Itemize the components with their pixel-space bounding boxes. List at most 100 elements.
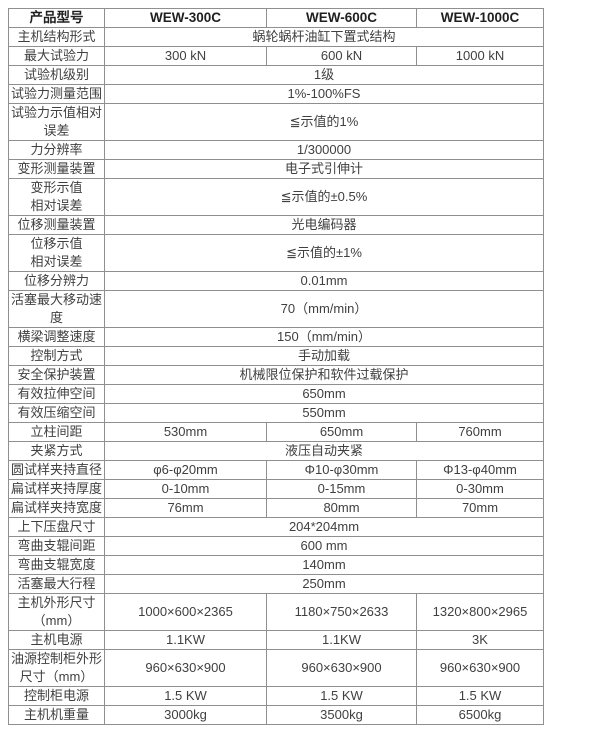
spec-value-merged: 手动加载 [104, 346, 544, 366]
spec-row-label: 最大试验力 [8, 46, 105, 66]
spec-row: 扁试样夹持厚度 0-10mm 0-15mm 0-30mm [8, 479, 544, 499]
spec-value-cell: 1.5 KW [266, 686, 417, 706]
spec-value-cell: 80mm [266, 498, 417, 518]
spec-value-cell: Φ10-φ30mm [266, 460, 417, 480]
spec-row: 弯曲支辊宽度 140mm [8, 555, 544, 575]
spec-value-cell: 1.5 KW [416, 686, 544, 706]
spec-row-label: 主机结构形式 [8, 27, 105, 47]
spec-value-cell: 960×630×900 [266, 649, 417, 687]
spec-row: 上下压盘尺寸 204*204mm [8, 517, 544, 537]
header-model-col-1: WEW-300C [104, 8, 267, 28]
spec-row: 试验力示值相对 误差 ≦示值的1% [8, 103, 544, 141]
spec-value-merged: ≦示值的±0.5% [104, 178, 544, 216]
spec-value-cell: 70mm [416, 498, 544, 518]
spec-row: 位移测量装置 光电编码器 [8, 215, 544, 235]
spec-row-label: 位移测量装置 [8, 215, 105, 235]
spec-value-cell: 960×630×900 [416, 649, 544, 687]
spec-value-cell: 530mm [104, 422, 267, 442]
spec-row-label: 圆试样夹持直径 [8, 460, 105, 480]
spec-value-cell: 0-30mm [416, 479, 544, 499]
spec-value-cell: 1.1KW [266, 630, 417, 650]
spec-row: 力分辨率 1/300000 [8, 140, 544, 160]
spec-row: 主机结构形式 蜗轮蜗杆油缸下置式结构 [8, 27, 544, 47]
spec-value-merged: 650mm [104, 384, 544, 404]
spec-value-merged: 光电编码器 [104, 215, 544, 235]
spec-row-label: 控制柜电源 [8, 686, 105, 706]
spec-value-merged: 1级 [104, 65, 544, 85]
spec-value-cell: 3500kg [266, 705, 417, 725]
spec-row-label: 立柱间距 [8, 422, 105, 442]
spec-row-label: 有效压缩空间 [8, 403, 105, 423]
spec-row-label: 油源控制柜外形 尺寸（mm） [8, 649, 105, 687]
spec-value-cell: 0-10mm [104, 479, 267, 499]
spec-row: 最大试验力 300 kN 600 kN 1000 kN [8, 46, 544, 66]
spec-value-cell: 1000 kN [416, 46, 544, 66]
spec-row: 试验机级别 1级 [8, 65, 544, 85]
product-spec-table: 产品型号 WEW-300C WEW-600C WEW-1000C 主机结构形式 蜗轮蜗杆… [8, 8, 544, 725]
spec-row: 活塞最大行程 250mm [8, 574, 544, 594]
spec-row-label: 试验力示值相对 误差 [8, 103, 105, 141]
spec-row-label: 试验机级别 [8, 65, 105, 85]
header-model-col-3: WEW-1000C [416, 8, 544, 28]
spec-table-body: 主机结构形式 蜗轮蜗杆油缸下置式结构 最大试验力 300 kN 600 kN 1000 k… [8, 27, 544, 725]
spec-row-label: 主机电源 [8, 630, 105, 650]
spec-value-merged: 1/300000 [104, 140, 544, 160]
spec-row: 控制方式 手动加载 [8, 346, 544, 366]
spec-value-cell: 3K [416, 630, 544, 650]
spec-row: 有效拉伸空间 650mm [8, 384, 544, 404]
spec-row: 安全保护装置 机械限位保护和软件过载保护 [8, 365, 544, 385]
spec-row-label: 变形测量装置 [8, 159, 105, 179]
spec-value-cell: φ6-φ20mm [104, 460, 267, 480]
spec-table-header-row: 产品型号 WEW-300C WEW-600C WEW-1000C [8, 8, 544, 28]
spec-value-cell: 1000×600×2365 [104, 593, 267, 631]
spec-row-label: 活塞最大行程 [8, 574, 105, 594]
spec-row-label: 上下压盘尺寸 [8, 517, 105, 537]
spec-row-label: 夹紧方式 [8, 441, 105, 461]
header-model-col-2: WEW-600C [266, 8, 417, 28]
spec-value-cell: Φ13-φ40mm [416, 460, 544, 480]
spec-value-cell: 300 kN [104, 46, 267, 66]
spec-row: 变形示值 相对误差 ≦示值的±0.5% [8, 178, 544, 216]
spec-value-cell: 6500kg [416, 705, 544, 725]
header-product-model-label: 产品型号 [8, 8, 105, 28]
spec-value-cell: 76mm [104, 498, 267, 518]
spec-value-cell: 1320×800×2965 [416, 593, 544, 631]
spec-value-cell: 760mm [416, 422, 544, 442]
spec-row: 主机外形尺寸 （mm） 1000×600×2365 1180×750×2633 132… [8, 593, 544, 631]
spec-row-label: 有效拉伸空间 [8, 384, 105, 404]
spec-row-label: 扁试样夹持宽度 [8, 498, 105, 518]
spec-value-cell: 3000kg [104, 705, 267, 725]
spec-value-cell: 650mm [266, 422, 417, 442]
spec-value-merged: 机械限位保护和软件过载保护 [104, 365, 544, 385]
spec-row: 夹紧方式 液压自动夹紧 [8, 441, 544, 461]
spec-value-merged: 蜗轮蜗杆油缸下置式结构 [104, 27, 544, 47]
spec-row-label: 主机机重量 [8, 705, 105, 725]
spec-row-label: 弯曲支辊间距 [8, 536, 105, 556]
spec-row: 立柱间距 530mm 650mm 760mm [8, 422, 544, 442]
spec-row-label: 活塞最大移动速 度 [8, 290, 105, 328]
spec-table-head: 产品型号 WEW-300C WEW-600C WEW-1000C [8, 8, 544, 28]
spec-value-merged: 250mm [104, 574, 544, 594]
spec-row: 有效压缩空间 550mm [8, 403, 544, 423]
spec-row-label: 力分辨率 [8, 140, 105, 160]
spec-value-cell: 1.5 KW [104, 686, 267, 706]
spec-value-merged: 140mm [104, 555, 544, 575]
spec-value-cell: 1.1KW [104, 630, 267, 650]
spec-row-label: 扁试样夹持厚度 [8, 479, 105, 499]
spec-row: 圆试样夹持直径 φ6-φ20mm Φ10-φ30mm Φ13-φ40mm [8, 460, 544, 480]
spec-row: 位移分辨力 0.01mm [8, 271, 544, 291]
spec-value-cell: 0-15mm [266, 479, 417, 499]
spec-value-cell: 1180×750×2633 [266, 593, 417, 631]
spec-value-merged: 70（mm/min） [104, 290, 544, 328]
spec-row: 变形测量装置 电子式引伸计 [8, 159, 544, 179]
spec-row: 主机机重量 3000kg 3500kg 6500kg [8, 705, 544, 725]
spec-value-merged: ≦示值的1% [104, 103, 544, 141]
spec-value-merged: ≦示值的±1% [104, 234, 544, 272]
spec-value-merged: 液压自动夹紧 [104, 441, 544, 461]
spec-row: 扁试样夹持宽度 76mm 80mm 70mm [8, 498, 544, 518]
spec-row: 活塞最大移动速 度 70（mm/min） [8, 290, 544, 328]
spec-value-merged: 600 mm [104, 536, 544, 556]
spec-value-merged: 204*204mm [104, 517, 544, 537]
spec-value-merged: 150（mm/min） [104, 327, 544, 347]
spec-row-label: 弯曲支辊宽度 [8, 555, 105, 575]
